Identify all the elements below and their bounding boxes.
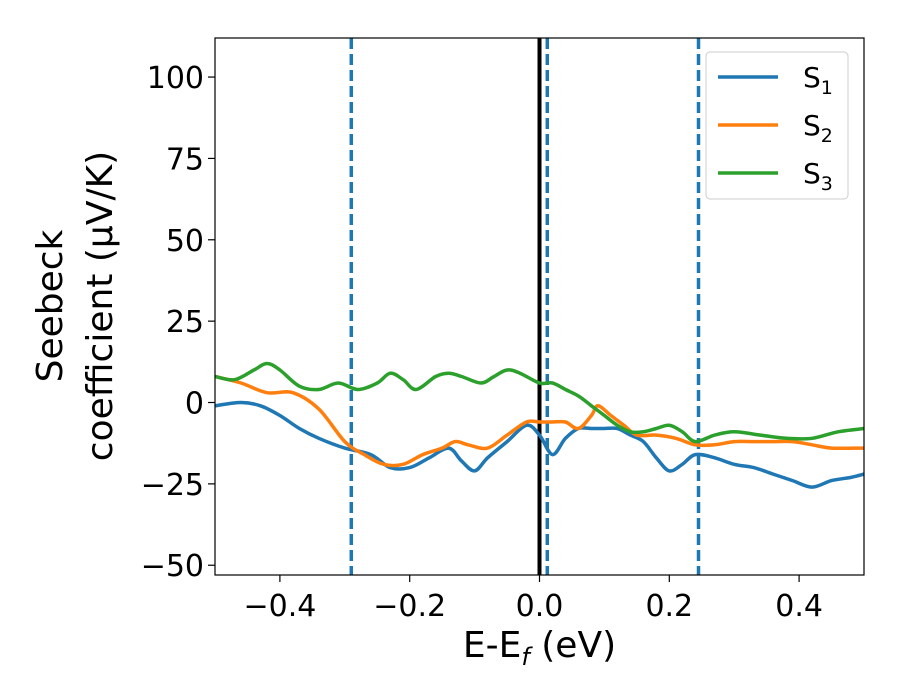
x-axis-label: E-Ef (eV) — [463, 625, 616, 671]
y-tick-label: 75 — [166, 142, 204, 177]
y-tick-label: −50 — [141, 549, 204, 584]
series-line-s2 — [215, 374, 864, 468]
y-axis-ticks: −50 −25 0 25 50 75 100 — [141, 61, 215, 584]
x-tick-label: −0.2 — [373, 589, 446, 624]
legend-label-s1: S1 — [803, 61, 833, 99]
reference-lines — [349, 38, 701, 575]
legend-label-sub: 3 — [821, 173, 833, 195]
legend-label-sub: 1 — [821, 77, 833, 99]
y-tick-label: 0 — [185, 387, 204, 422]
x-tick-label: −0.4 — [243, 589, 316, 624]
x-axis-ticks: −0.4 −0.2 0.0 0.2 0.4 — [243, 575, 823, 624]
x-axis-label-main: E-E — [463, 625, 521, 666]
y-tick-label: 50 — [166, 224, 204, 259]
legend-label-main: S — [803, 109, 821, 142]
y-tick-label: −25 — [141, 468, 204, 503]
series-line-s3 — [215, 361, 864, 444]
y-axis-label: Seebeck coefficient (μV/K) — [30, 151, 121, 461]
series-lines — [215, 361, 864, 489]
x-tick-label: 0.0 — [516, 589, 564, 624]
x-tick-label: 0.2 — [645, 589, 693, 624]
y-axis-label-line1: Seebeck — [30, 229, 71, 382]
legend-label-main: S — [803, 157, 821, 190]
x-axis-label-tail: (eV) — [530, 625, 616, 666]
y-tick-label: 100 — [147, 61, 204, 96]
legend-label-main: S — [803, 61, 821, 94]
legend-label-sub: 2 — [821, 125, 833, 147]
legend-label-s2: S2 — [803, 109, 833, 147]
y-tick-label: 25 — [166, 305, 204, 340]
y-axis-label-line2: coefficient (μV/K) — [80, 151, 121, 461]
series-line-s1 — [215, 400, 864, 489]
x-tick-label: 0.4 — [775, 589, 823, 624]
legend-label-s3: S3 — [803, 157, 833, 195]
